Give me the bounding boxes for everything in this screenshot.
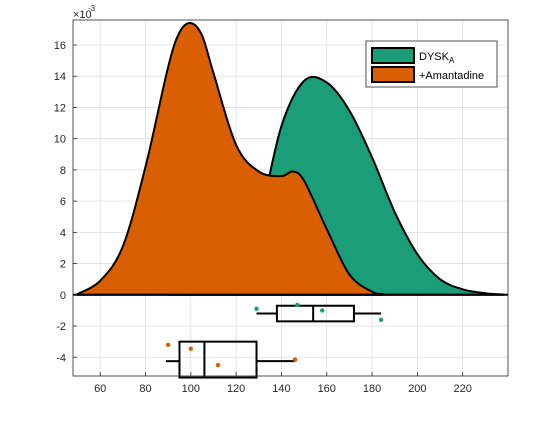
y-tick-label: 2 — [60, 259, 66, 271]
data-point — [295, 302, 300, 308]
y-tick-label: 0 — [60, 290, 66, 302]
exponent-power: -3 — [88, 4, 96, 13]
density-areas — [73, 22, 508, 296]
boxplot-amantadine — [165, 340, 298, 379]
x-tick-label: 80 — [139, 383, 151, 395]
density-area-amantadine — [76, 22, 385, 296]
x-tick-label: 120 — [227, 383, 245, 395]
y-tick-label: 10 — [54, 134, 66, 146]
y-tick-label: 16 — [54, 40, 66, 52]
data-point — [378, 317, 384, 322]
exponent-base: ×10 — [73, 9, 92, 21]
boxplot-box — [275, 304, 355, 323]
x-tick-label: 60 — [94, 383, 106, 395]
legend-label-dysk-main: DYSK — [419, 51, 450, 63]
data-point — [215, 362, 221, 368]
y-tick-label: 8 — [60, 165, 66, 177]
legend: DYSKA +Amantadine — [365, 40, 498, 88]
exponent-label: ×10 -3 — [73, 4, 96, 21]
axes-box — [72, 19, 509, 377]
legend-label-dysk-sub: A — [449, 56, 455, 65]
x-tick-label: 140 — [272, 383, 290, 395]
x-tick-label: 100 — [182, 383, 200, 395]
y-tick-label: -4 — [56, 352, 66, 364]
x-tick-label: 160 — [318, 383, 336, 395]
boxplots — [165, 302, 384, 379]
y-tick-label: 4 — [60, 227, 66, 239]
data-point — [292, 357, 298, 362]
data-point — [254, 306, 259, 312]
y-tick-label: -2 — [56, 321, 66, 333]
x-tick-label: 180 — [363, 383, 381, 395]
data-point — [320, 308, 325, 313]
boxplot-dysk — [254, 302, 384, 323]
y-tick-label: 14 — [54, 71, 66, 83]
boxplot-box — [178, 340, 258, 379]
legend-swatch-dysk — [371, 47, 415, 64]
ticks: 60 80 100 120 140 160 180 200 220 -4 -2 0 2 4 6 8 10 12 14… — [54, 40, 472, 395]
x-tick-label: 200 — [408, 383, 426, 395]
legend-label-amantadine: +Amantadine — [419, 70, 484, 82]
legend-label-dysk: DYSKA — [419, 51, 455, 65]
data-point — [188, 346, 194, 351]
y-tick-label: 6 — [60, 196, 66, 208]
x-tick-label: 220 — [454, 383, 472, 395]
y-tick-label: 12 — [54, 102, 66, 114]
data-point — [165, 342, 171, 347]
legend-swatch-amantadine — [371, 66, 415, 83]
